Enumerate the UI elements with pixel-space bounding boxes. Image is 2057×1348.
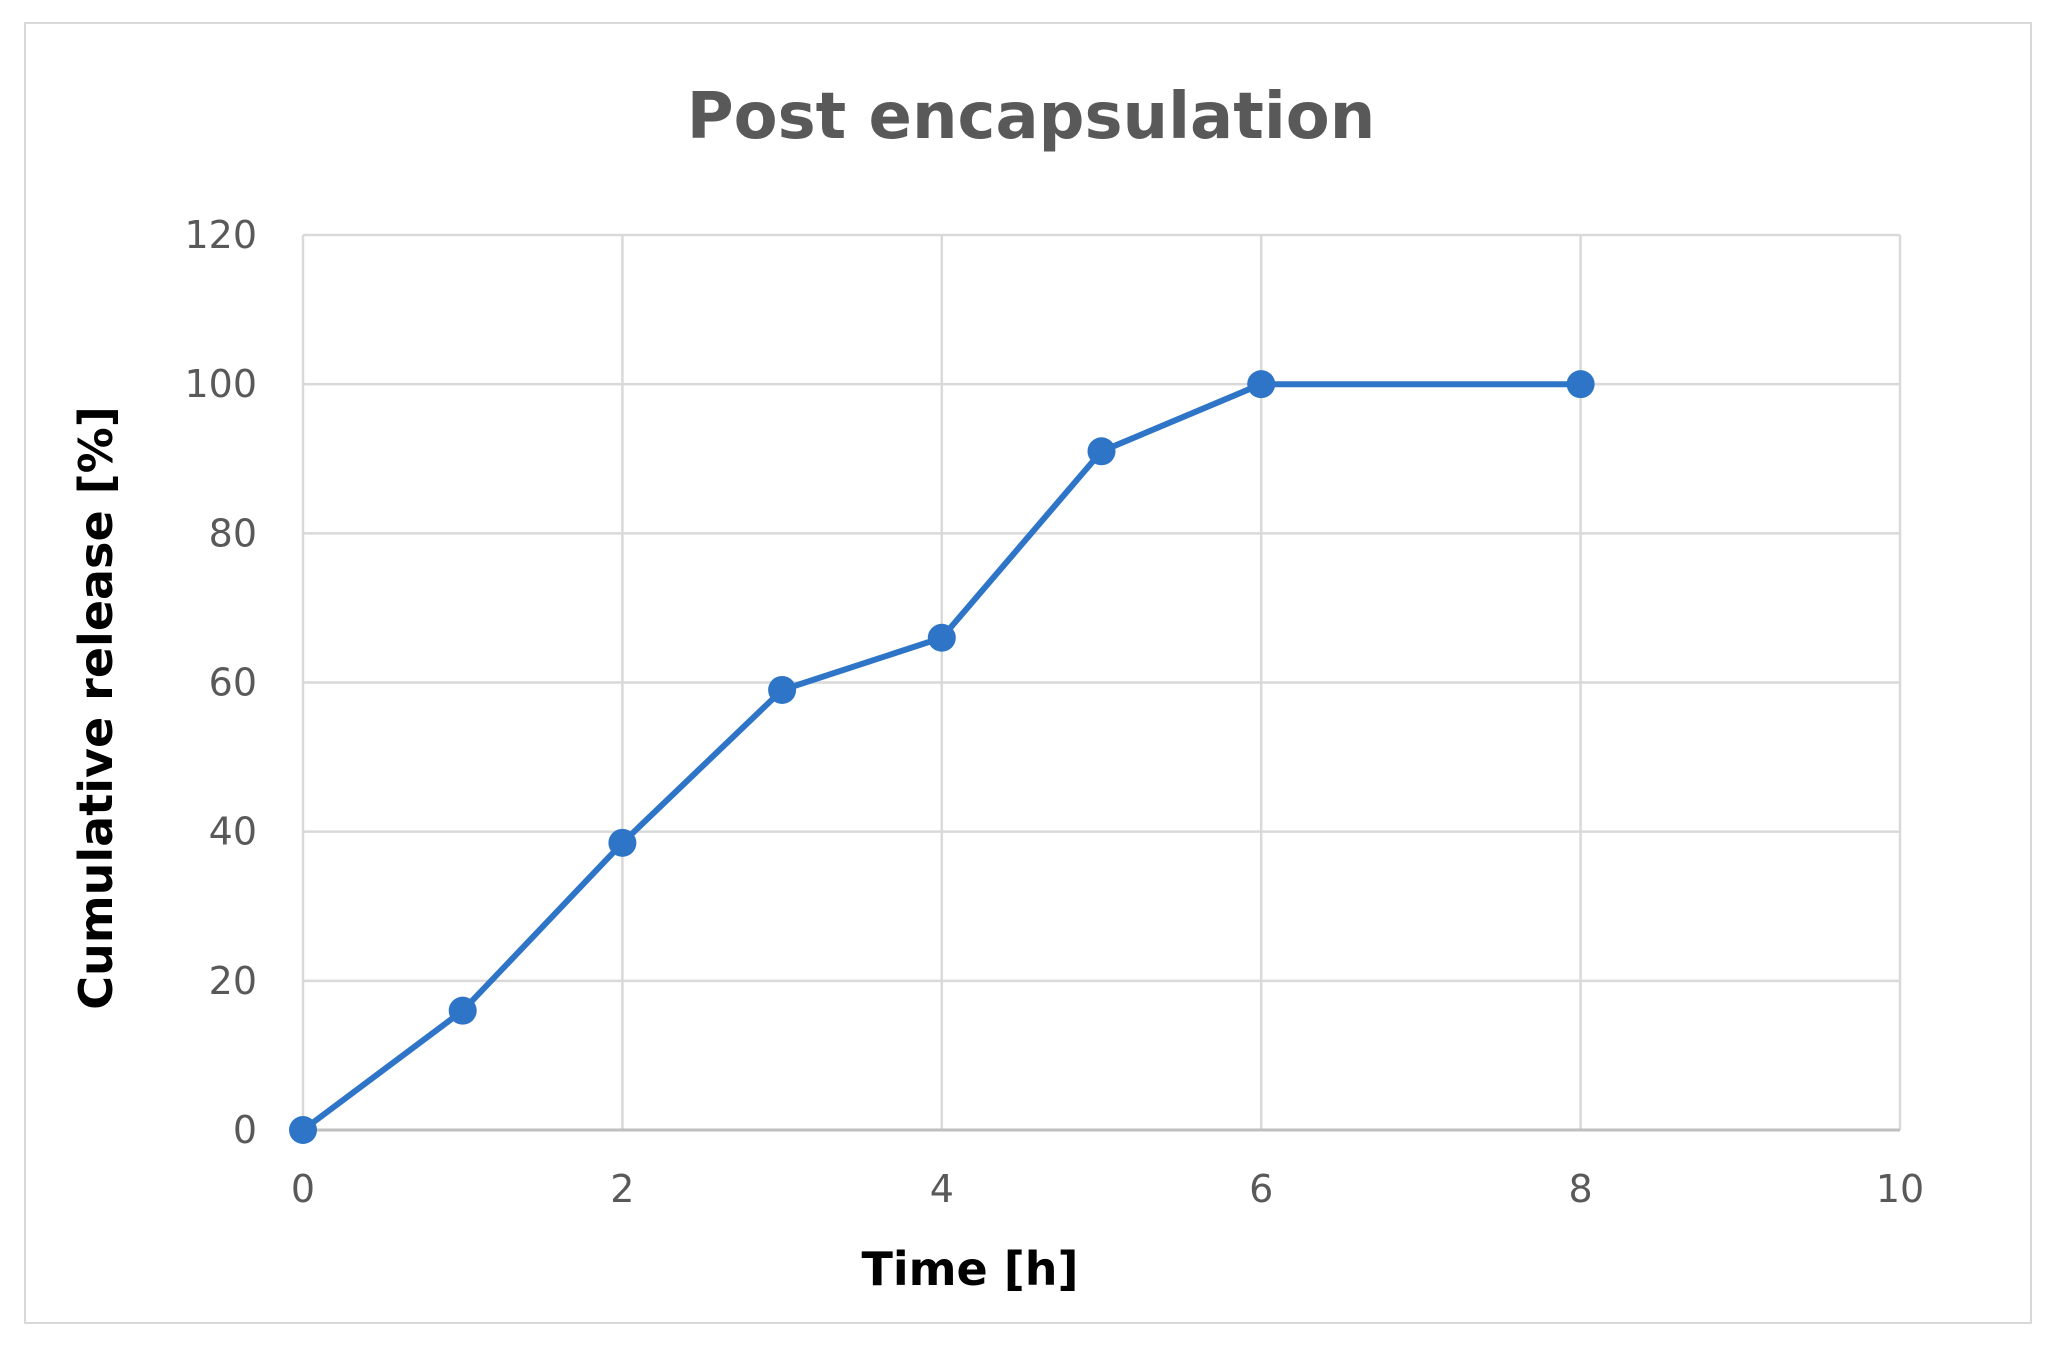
data-point: [927, 623, 956, 652]
data-point: [289, 1116, 317, 1144]
x-tick-label: 2: [610, 1167, 634, 1211]
data-point: [608, 828, 637, 857]
x-axis-ticks: 0 2 4 6 8 10: [291, 1167, 1924, 1211]
y-axis-ticks: 0 20 40 60 80 100 120: [184, 213, 257, 1152]
x-axis-title: Time [h]: [861, 1242, 1078, 1296]
data-point: [768, 675, 797, 704]
data-point: [448, 996, 477, 1025]
x-tick-label: 8: [1569, 1167, 1593, 1211]
y-axis-title: Cumulative release [%]: [69, 406, 123, 1010]
y-tick-label: 80: [209, 511, 257, 555]
x-tick-label: 10: [1876, 1167, 1924, 1211]
series-group: [289, 370, 1595, 1144]
y-tick-label: 20: [209, 959, 257, 1003]
x-tick-label: 4: [930, 1167, 954, 1211]
data-point: [1566, 370, 1595, 399]
gridlines: [303, 233, 1902, 1130]
y-tick-label: 120: [184, 213, 257, 257]
y-tick-label: 100: [184, 362, 257, 406]
x-tick-label: 6: [1249, 1167, 1273, 1211]
y-tick-label: 40: [209, 810, 257, 854]
y-tick-label: 0: [233, 1108, 257, 1152]
data-point: [1247, 370, 1276, 399]
x-tick-label: 0: [291, 1167, 315, 1211]
series-line: [300, 381, 1584, 1133]
axes: [301, 235, 1900, 1132]
data-point: [1087, 437, 1116, 466]
y-tick-label: 60: [209, 661, 257, 705]
chart-area: [24, 22, 2032, 1324]
chart-title: Post encapsulation: [687, 80, 1376, 154]
